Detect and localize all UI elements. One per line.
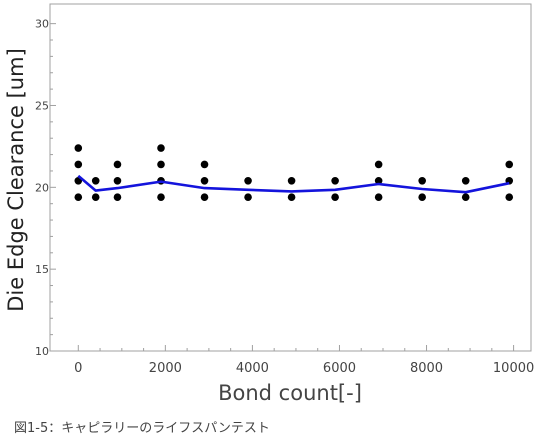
data-point (157, 193, 165, 201)
data-point (74, 144, 83, 152)
data-point (374, 193, 383, 201)
chart: 10 15 20 25 30 0 2000 4000 6000 8000 10000 Bond c… (4, 3, 534, 405)
data-point (374, 176, 383, 185)
average-line (77, 174, 510, 194)
data-point (331, 193, 339, 201)
data-point (74, 160, 83, 169)
y-tick-label: 15 (35, 263, 49, 276)
data-point (244, 193, 252, 201)
x-tick-label: 10000 (493, 361, 534, 376)
y-tick-label: 10 (35, 345, 49, 358)
data-point (505, 193, 514, 201)
data-point (200, 193, 209, 201)
x-tick-label: 6000 (323, 361, 356, 376)
y-tick-label: 30 (35, 18, 49, 31)
data-point (287, 193, 296, 201)
x-tick-label: 2000 (149, 361, 182, 376)
data-point (157, 144, 165, 152)
figure-caption: 図1-5：キャピラリーのライフスパンテスト (14, 421, 270, 436)
data-point (244, 176, 252, 185)
data-point (505, 160, 514, 169)
data-point (418, 176, 426, 185)
x-tick-label: 4000 (236, 361, 269, 376)
x-tick-label: 0 (74, 361, 82, 376)
data-point (74, 193, 83, 201)
data-point (200, 176, 209, 185)
data-point (287, 176, 296, 185)
data-point (461, 176, 470, 185)
data-point (113, 176, 122, 185)
data-point (91, 176, 100, 185)
x-tick-label: 8000 (410, 361, 443, 376)
data-point (331, 176, 339, 185)
data-point (461, 193, 470, 201)
data-point (91, 193, 100, 201)
data-point (200, 160, 209, 169)
data-point (113, 160, 122, 169)
data-point (418, 193, 426, 201)
plot-frame (49, 3, 532, 352)
x-axis-label: Bond count[-] (218, 381, 362, 405)
data-point (374, 160, 383, 169)
y-tick-label: 20 (35, 181, 49, 194)
y-axis-label: Die Edge Clearance [um] (4, 48, 28, 312)
data-point (157, 160, 165, 169)
data-point (113, 193, 122, 201)
y-tick-label: 25 (35, 99, 49, 112)
